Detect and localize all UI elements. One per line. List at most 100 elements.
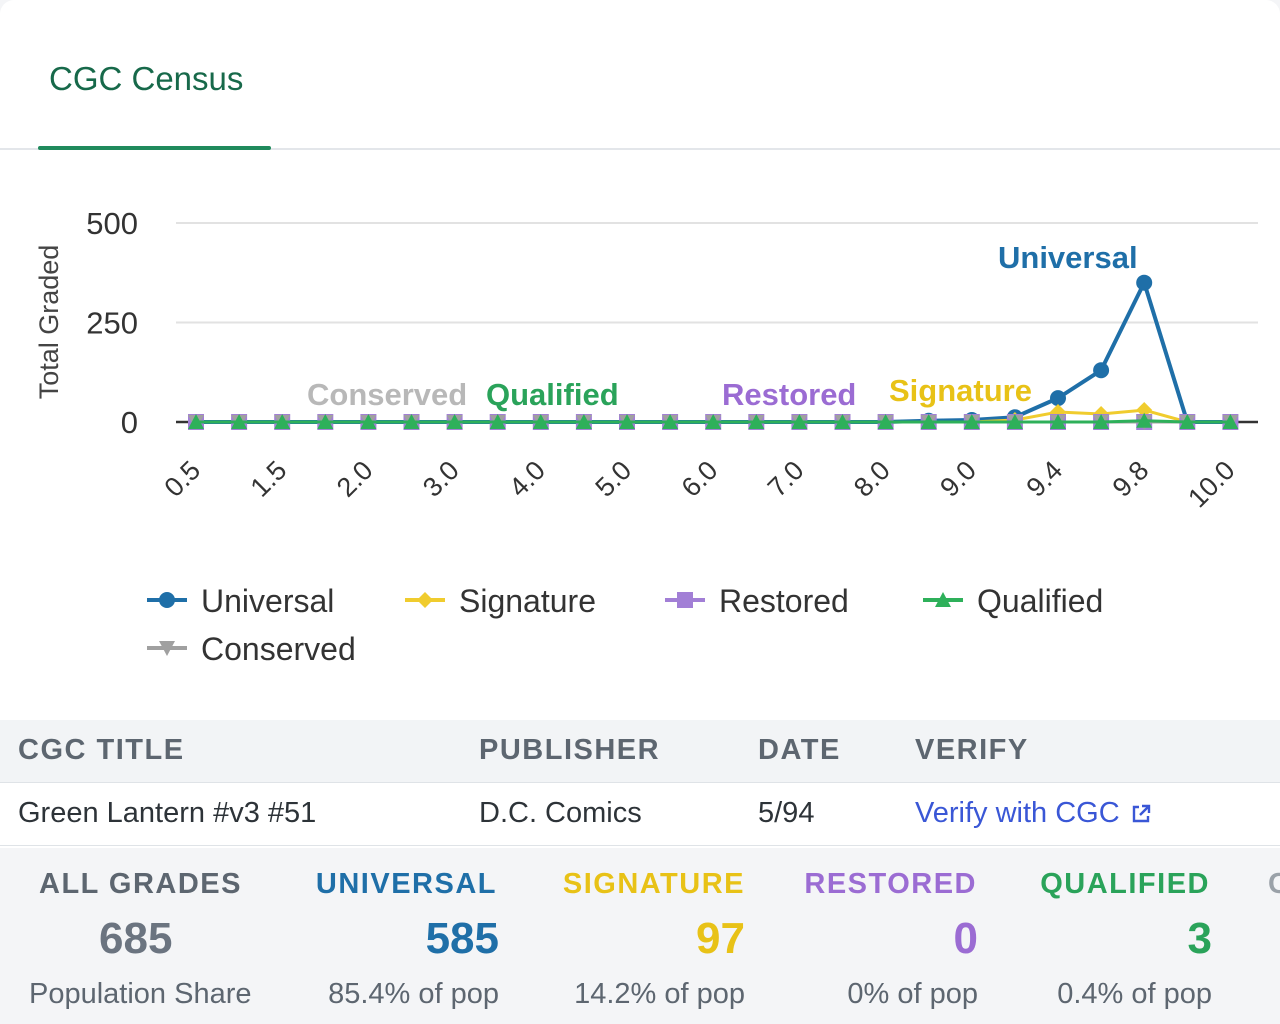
data-point bbox=[1050, 390, 1066, 407]
verify-link-label: Verify with CGC bbox=[915, 797, 1120, 829]
data-point bbox=[705, 414, 722, 429]
tab-cgc-census[interactable]: CGC Census bbox=[38, 40, 271, 150]
restored-marker-icon bbox=[665, 592, 705, 608]
legend-label: Universal bbox=[201, 583, 335, 619]
series-label: Qualified bbox=[486, 377, 619, 412]
stat-label: QUALIFIED bbox=[1040, 868, 1210, 900]
series-label: Universal bbox=[998, 240, 1138, 275]
data-point bbox=[1136, 412, 1153, 428]
data-point bbox=[1006, 414, 1023, 429]
data-point bbox=[446, 414, 463, 429]
series-label: Restored bbox=[722, 377, 856, 412]
stat-sub: 85.4% of pop bbox=[328, 978, 499, 1010]
x-tick-label: 9.4 bbox=[1020, 455, 1068, 503]
data-point bbox=[963, 414, 980, 429]
x-tick-label: 9.8 bbox=[1107, 455, 1155, 503]
x-tick-label: 6.0 bbox=[676, 455, 724, 503]
x-tick-label: 10.0 bbox=[1182, 455, 1240, 513]
header-publisher: PUBLISHER bbox=[479, 734, 661, 766]
qualified-marker-icon bbox=[923, 592, 963, 607]
chart-legend: Universal Signature Restored Qualified C… bbox=[145, 575, 1145, 685]
y-tick-label: 0 bbox=[121, 405, 138, 440]
stat-sub: Population Share bbox=[29, 978, 252, 1010]
comic-title: Green Lantern #v3 #51 bbox=[18, 797, 317, 829]
header-cgc-title: CGC TITLE bbox=[18, 734, 185, 766]
data-point bbox=[360, 414, 377, 429]
stat-value: 585 bbox=[425, 914, 499, 963]
x-tick-label: 2.0 bbox=[331, 455, 379, 503]
legend-label: Signature bbox=[459, 583, 596, 619]
table-row: Green Lantern #v3 #51 D.C. Comics 5/94 V… bbox=[0, 783, 1280, 846]
stat-label: SIGNATURE bbox=[562, 868, 745, 900]
stat-value: 97 bbox=[696, 914, 745, 963]
series-label: Signature bbox=[889, 373, 1032, 408]
data-point bbox=[834, 414, 851, 429]
data-point bbox=[403, 414, 420, 429]
x-tick-label: 9.0 bbox=[934, 455, 982, 503]
x-tick-label: 1.5 bbox=[245, 455, 293, 503]
stat-value: 685 bbox=[99, 914, 173, 963]
data-point bbox=[231, 414, 248, 429]
header-verify: VERIFY bbox=[915, 734, 1029, 766]
data-point bbox=[920, 414, 937, 429]
table-header-row: CGC TITLE PUBLISHER DATE VERIFY bbox=[0, 720, 1280, 783]
series-label: Conserved bbox=[307, 377, 467, 412]
x-tick-label: 3.0 bbox=[417, 455, 465, 503]
census-line-chart: 0 250 500 Total Graded 0.5 1.5 2.0 3.0 4.0 5.0 6.0… bbox=[34, 206, 1258, 513]
x-tick-label: 7.0 bbox=[762, 455, 810, 503]
x-tick-label: 8.0 bbox=[848, 455, 896, 503]
data-point bbox=[575, 414, 592, 429]
external-link-icon bbox=[1132, 805, 1150, 823]
date-value: 5/94 bbox=[758, 797, 815, 829]
data-point bbox=[662, 414, 679, 429]
comic-info-table: CGC TITLE PUBLISHER DATE VERIFY Green La… bbox=[0, 720, 1280, 846]
legend-label: Qualified bbox=[977, 583, 1104, 619]
conserved-marker-icon bbox=[147, 641, 187, 656]
data-point bbox=[188, 414, 204, 429]
stat-label: RESTORED bbox=[804, 868, 977, 900]
legend-item-universal[interactable]: Universal bbox=[145, 579, 345, 619]
data-point bbox=[317, 414, 334, 429]
data-point bbox=[489, 414, 506, 429]
verify-with-cgc-link[interactable]: Verify with CGC bbox=[915, 797, 1152, 830]
data-point bbox=[1136, 274, 1153, 291]
y-tick-label: 250 bbox=[86, 306, 138, 341]
data-point bbox=[1050, 414, 1066, 429]
legend-label: Restored bbox=[719, 583, 849, 619]
x-tick-label: 5.0 bbox=[589, 455, 637, 503]
y-axis-title: Total Graded bbox=[34, 245, 64, 400]
stat-sub: 14.2% of pop bbox=[574, 978, 745, 1010]
data-point bbox=[532, 414, 549, 429]
stat-label: ALL GRADES bbox=[39, 868, 242, 900]
tab-bar: CGC Census bbox=[0, 0, 1280, 150]
grade-stats-bar: ALL GRADES 685 Population Share UNIVERSA… bbox=[0, 848, 1280, 1024]
stat-overflow-label: C bbox=[1268, 868, 1280, 900]
signature-marker-icon bbox=[405, 592, 445, 608]
publisher-value: D.C. Comics bbox=[479, 797, 642, 829]
data-point bbox=[1093, 362, 1110, 379]
legend-item-restored[interactable]: Restored bbox=[663, 579, 863, 619]
data-point bbox=[1222, 414, 1239, 429]
stat-sub: 0% of pop bbox=[847, 978, 978, 1010]
data-point bbox=[791, 414, 808, 429]
data-point bbox=[877, 414, 894, 429]
legend-label: Conserved bbox=[201, 631, 356, 667]
legend-item-qualified[interactable]: Qualified bbox=[921, 579, 1121, 619]
stat-value: 3 bbox=[1187, 914, 1212, 963]
legend-item-signature[interactable]: Signature bbox=[403, 579, 603, 619]
data-point bbox=[748, 414, 765, 429]
active-tab-indicator bbox=[38, 146, 271, 150]
stat-value: 0 bbox=[953, 914, 978, 963]
universal-marker-icon bbox=[147, 592, 187, 608]
data-point bbox=[1179, 414, 1196, 429]
header-date: DATE bbox=[758, 734, 841, 766]
data-point bbox=[619, 414, 635, 429]
data-point bbox=[274, 414, 291, 429]
stat-sub: 0.4% of pop bbox=[1057, 978, 1212, 1010]
tab-label: CGC Census bbox=[49, 60, 244, 97]
y-tick-label: 500 bbox=[86, 206, 138, 241]
data-point bbox=[1093, 414, 1110, 429]
x-tick-label: 4.0 bbox=[503, 455, 551, 503]
legend-item-conserved[interactable]: Conserved bbox=[145, 627, 365, 667]
